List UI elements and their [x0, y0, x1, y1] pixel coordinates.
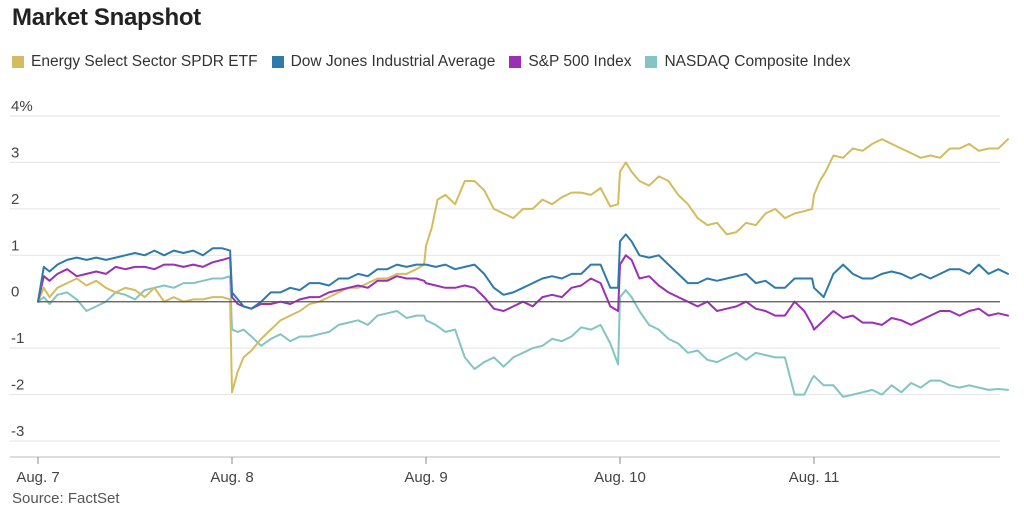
legend-item-energy: Energy Select Sector SPDR ETF — [12, 53, 258, 71]
legend-label-dow: Dow Jones Industrial Average — [290, 53, 496, 70]
y-tick-label: -2 — [11, 377, 24, 394]
x-tick-label: Aug. 7 — [16, 469, 59, 486]
chart-title: Market Snapshot — [12, 4, 201, 31]
y-tick-label: 3 — [11, 144, 19, 161]
legend-label-energy: Energy Select Sector SPDR ETF — [31, 53, 258, 70]
legend-item-dow: Dow Jones Industrial Average — [271, 53, 496, 71]
y-tick-label: 0 — [11, 284, 19, 301]
series-lines — [37, 138, 1009, 398]
legend-label-sp500: S&P 500 Index — [528, 53, 632, 70]
legend-swatch-sp500 — [509, 56, 522, 68]
axes: 4% 3 2 1 0 -1 -2 -3 Aug. 7 Aug. 8 Aug. 9 Aug. 10 Aug… — [10, 98, 1000, 486]
series-line-3 — [37, 275, 1009, 398]
legend: Energy Select Sector SPDR ETF Dow Jones … — [12, 53, 865, 71]
series-line-1 — [37, 233, 1009, 310]
x-tick-label: Aug. 11 — [789, 469, 840, 486]
series-line-0 — [37, 138, 1009, 394]
legend-swatch-energy — [12, 56, 24, 68]
y-tick-label: 2 — [11, 191, 19, 208]
legend-swatch-dow — [271, 56, 284, 68]
y-tick-label: -3 — [11, 423, 24, 440]
legend-item-sp500: S&P 500 Index — [509, 53, 631, 71]
x-tick-label: Aug. 9 — [404, 469, 447, 486]
x-tick-label: Aug. 8 — [210, 469, 253, 486]
legend-label-nasdaq: NASDAQ Composite Index — [664, 53, 851, 70]
y-tick-label: -1 — [11, 330, 24, 347]
grid-lines — [10, 115, 1000, 442]
legend-item-nasdaq: NASDAQ Composite Index — [645, 53, 851, 71]
y-tick-label: 4% — [11, 98, 33, 115]
source-note: Source: FactSet — [12, 490, 120, 507]
series-line-2 — [37, 254, 1009, 331]
legend-swatch-nasdaq — [645, 56, 658, 68]
x-tick-label: Aug. 10 — [594, 469, 646, 486]
y-tick-label: 1 — [11, 237, 19, 254]
